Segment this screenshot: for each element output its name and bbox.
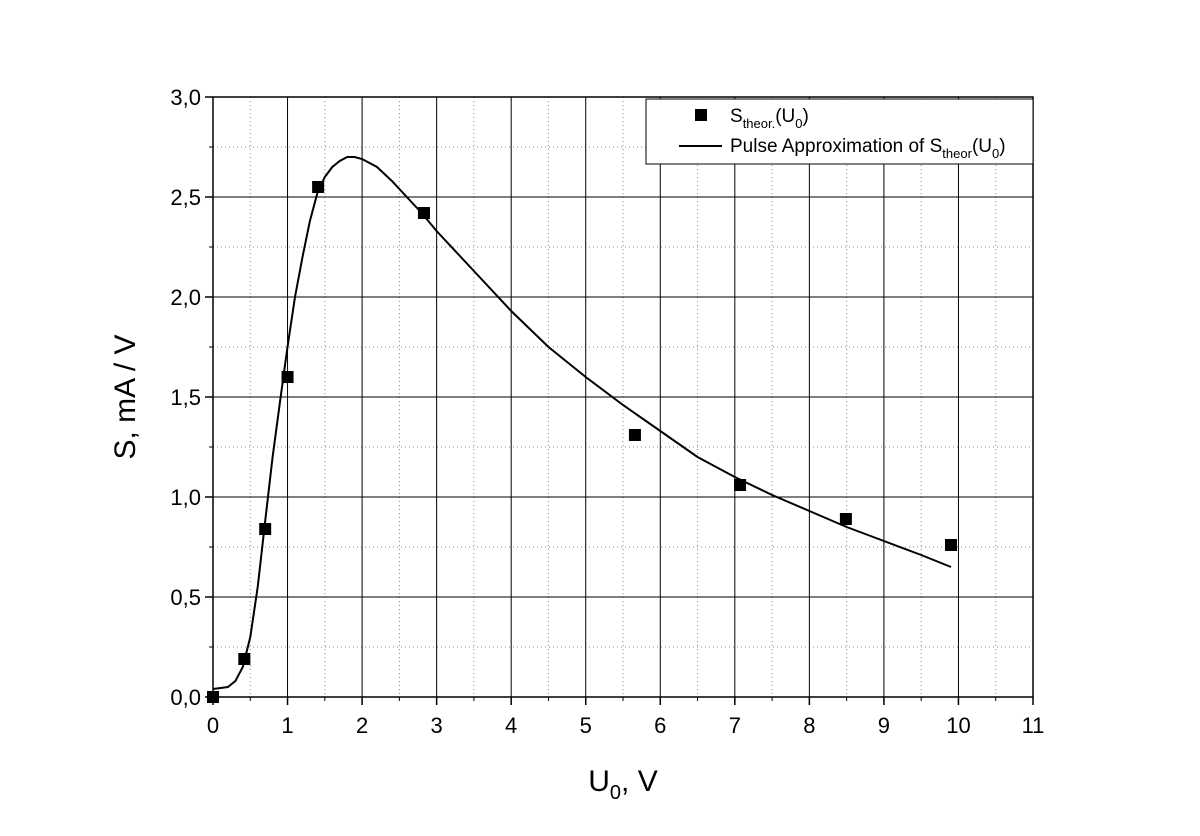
data-point	[312, 181, 325, 193]
data-point	[281, 371, 294, 383]
y-tick-label: 2,5	[170, 185, 201, 210]
legend-marker-square	[695, 109, 707, 121]
data-point	[734, 479, 747, 491]
y-axis-title: S, mA / V	[109, 334, 142, 459]
y-tick-label: 3,0	[170, 85, 201, 110]
data-point	[238, 653, 251, 665]
series-points-s-theor	[207, 181, 957, 703]
data-point	[417, 207, 430, 219]
axis-ticks	[205, 96, 1034, 705]
x-tick-label: 3	[431, 713, 443, 738]
x-tick-label: 6	[654, 713, 666, 738]
grid	[213, 97, 1033, 697]
x-tick-label: 11	[1022, 713, 1045, 738]
x-tick-label: 7	[729, 713, 741, 738]
y-tick-label: 2,0	[170, 285, 201, 310]
x-axis-title: U0, V	[588, 765, 657, 804]
series-line-pulse-approximation	[212, 156, 952, 690]
data-point	[628, 429, 641, 441]
data-point	[259, 523, 272, 535]
x-tick-label: 9	[878, 713, 890, 738]
y-tick-label: 1,0	[170, 485, 201, 510]
x-tick-label: 10	[946, 713, 970, 738]
y-tick-label: 0,0	[170, 685, 201, 710]
y-tick-label: 0,5	[170, 585, 201, 610]
x-tick-label: 5	[580, 713, 592, 738]
x-tick-label: 4	[505, 713, 517, 738]
data-point	[839, 513, 852, 525]
x-tick-label: 8	[803, 713, 815, 738]
y-tick-label: 1,5	[170, 385, 201, 410]
x-tick-labels: 0 1 2 3 4 5 6 7 8 9 10 11	[207, 713, 1045, 738]
x-tick-label: 2	[356, 713, 368, 738]
y-tick-labels: 0,0 0,5 1,0 1,5 2,0 2,5 3,0	[170, 85, 201, 710]
x-tick-label: 0	[207, 713, 219, 738]
x-tick-label: 1	[281, 713, 293, 738]
legend-box	[645, 98, 1034, 165]
legend-label-s-theor: Stheor.(U0)	[730, 106, 809, 131]
legend-label-pulse-approximation: Pulse Approximation of Stheor(U0)	[730, 136, 1006, 161]
data-point	[945, 539, 957, 551]
data-point	[207, 691, 219, 703]
legend: Stheor.(U0) Pulse Approximation of Stheo…	[645, 98, 1034, 165]
